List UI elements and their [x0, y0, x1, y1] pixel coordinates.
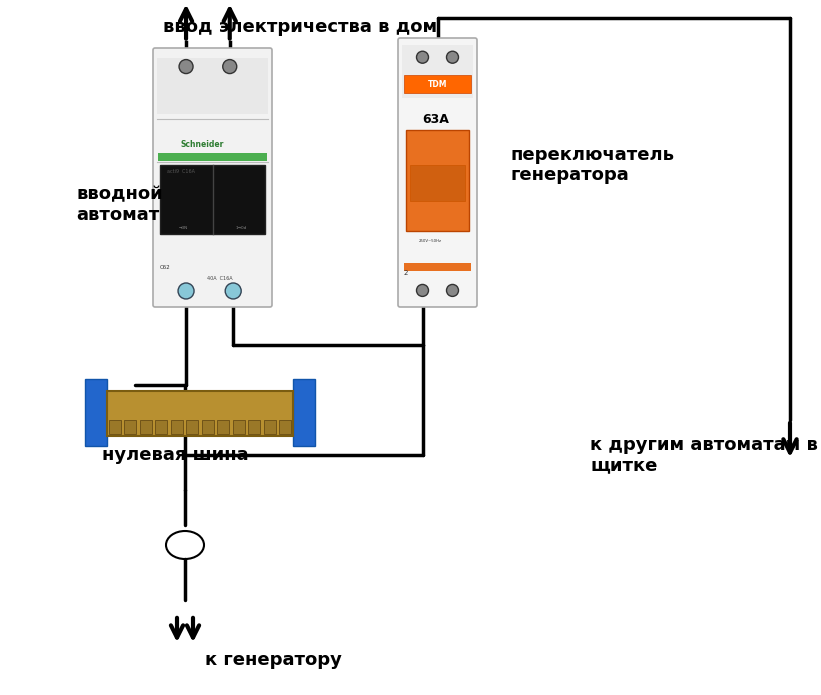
Bar — [158, 153, 267, 161]
Circle shape — [225, 283, 241, 299]
Bar — [140, 420, 152, 434]
Bar — [155, 420, 167, 434]
Bar — [402, 45, 473, 98]
Bar — [404, 75, 471, 93]
Text: TDM: TDM — [428, 80, 447, 89]
Circle shape — [222, 60, 236, 74]
Text: 1→0d: 1→0d — [236, 226, 247, 229]
Bar — [124, 420, 136, 434]
Bar — [160, 165, 265, 234]
Circle shape — [447, 284, 458, 297]
Text: acti9  C16A: acti9 C16A — [167, 169, 195, 174]
Bar — [171, 420, 183, 434]
Bar — [232, 420, 245, 434]
Text: 40A  C16A: 40A C16A — [207, 275, 232, 281]
Circle shape — [179, 60, 193, 74]
Circle shape — [416, 51, 429, 63]
Bar — [107, 391, 293, 436]
Text: →3N: →3N — [179, 226, 188, 229]
Text: вводной
автомат: вводной автомат — [76, 186, 163, 224]
Bar — [404, 263, 471, 270]
Bar — [279, 420, 291, 434]
Text: 2: 2 — [404, 270, 408, 275]
Bar — [406, 130, 469, 231]
Circle shape — [447, 51, 458, 63]
Text: переключатель
генератора: переключатель генератора — [510, 145, 674, 184]
Bar — [186, 420, 198, 434]
FancyBboxPatch shape — [153, 48, 272, 307]
Bar — [248, 420, 260, 434]
Bar — [85, 379, 107, 446]
Text: ввод электричества в дом: ввод электричества в дом — [163, 18, 437, 36]
Circle shape — [416, 284, 429, 297]
Text: 63А: 63А — [423, 113, 449, 126]
Bar — [293, 379, 315, 446]
Text: 250V~50Hz: 250V~50Hz — [419, 239, 442, 243]
Bar — [157, 58, 268, 114]
Bar — [108, 420, 121, 434]
Text: C62: C62 — [160, 265, 171, 270]
Bar — [202, 420, 213, 434]
Circle shape — [178, 283, 194, 299]
FancyBboxPatch shape — [398, 38, 477, 307]
Text: к другим автоматам в
щитке: к другим автоматам в щитке — [590, 436, 818, 475]
Text: к генератору: к генератору — [205, 651, 342, 669]
Bar — [218, 420, 229, 434]
Text: нулевая шина: нулевая шина — [102, 446, 248, 464]
Bar — [264, 420, 276, 434]
Text: Schneider: Schneider — [181, 140, 223, 149]
Bar — [410, 165, 465, 201]
